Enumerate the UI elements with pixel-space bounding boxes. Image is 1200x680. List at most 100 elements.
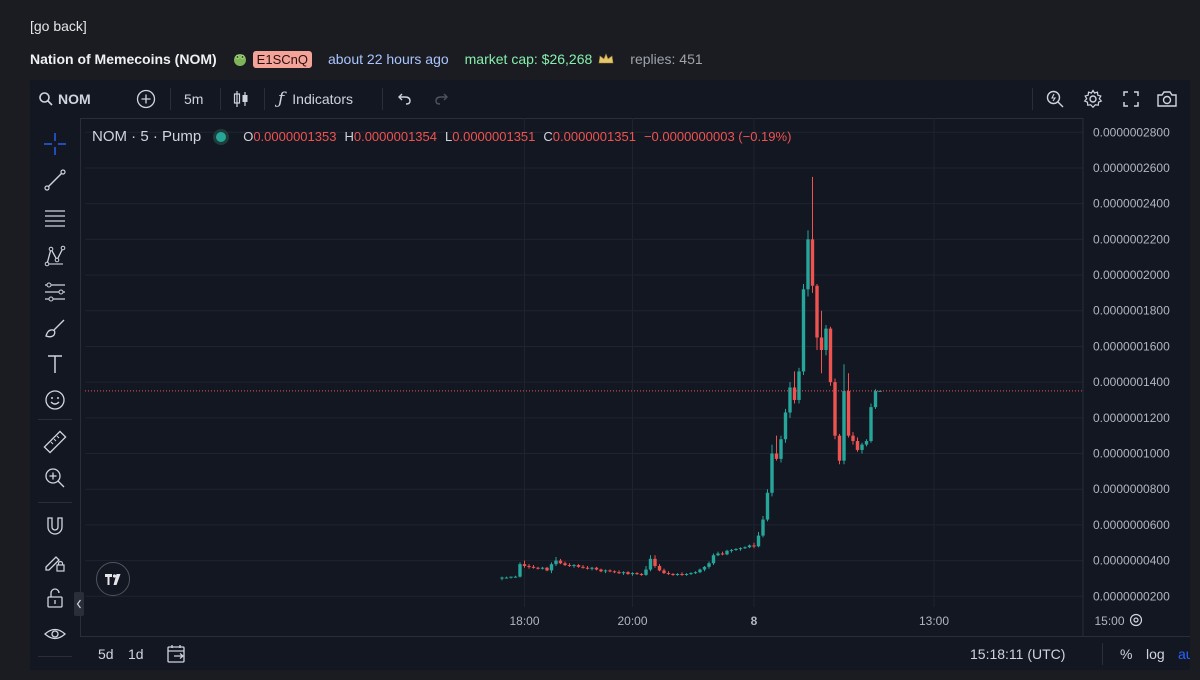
toolbar-divider xyxy=(1032,88,1033,110)
crown-icon xyxy=(598,53,614,64)
candle xyxy=(770,444,774,497)
candle-body xyxy=(554,560,558,565)
emoji-icon[interactable] xyxy=(43,388,67,412)
candle xyxy=(693,571,698,574)
candle xyxy=(824,325,828,356)
candle-body xyxy=(585,567,590,569)
forecast-icon[interactable] xyxy=(43,280,67,304)
magnet-icon[interactable] xyxy=(43,514,67,538)
sidebar-collapse-button[interactable] xyxy=(74,592,84,616)
x-tick-label: 18:00 xyxy=(509,614,539,628)
candle-body xyxy=(810,239,815,286)
candle xyxy=(765,489,770,522)
candle-body xyxy=(792,387,797,400)
indicators-button[interactable]: ƒ Indicators xyxy=(278,80,353,118)
candle xyxy=(527,564,531,569)
quick-search-button[interactable] xyxy=(1045,80,1065,118)
tradingview-logo[interactable] xyxy=(96,562,130,596)
chart-type-button[interactable] xyxy=(232,80,250,118)
candle xyxy=(567,563,572,567)
candle-body xyxy=(527,565,531,567)
y-tick-label: 0.0000001800 xyxy=(1093,304,1170,318)
scale-settings-icon[interactable] xyxy=(1129,613,1143,627)
candle xyxy=(783,408,788,443)
y-axis-panel[interactable] xyxy=(1083,118,1190,636)
candle xyxy=(725,549,729,556)
candle-body xyxy=(540,567,545,569)
fullscreen-icon xyxy=(1123,91,1139,107)
horizontal-lines-icon[interactable] xyxy=(43,206,67,230)
candle-body xyxy=(639,573,644,575)
camera-icon xyxy=(1157,91,1177,107)
legend-low-label: L xyxy=(445,129,453,144)
eye-icon[interactable] xyxy=(43,622,67,646)
lock-drawing-icon[interactable] xyxy=(43,550,67,574)
candle-body xyxy=(680,573,684,575)
candle-body xyxy=(752,545,756,547)
crosshair-icon[interactable] xyxy=(43,132,67,156)
candle-body xyxy=(599,569,603,572)
sidebar-divider xyxy=(38,656,72,657)
utc-clock[interactable]: 15:18:11 (UTC) xyxy=(970,646,1066,662)
candle xyxy=(513,575,518,578)
auto-toggle[interactable]: auto xyxy=(1178,646,1190,662)
date-range-button[interactable] xyxy=(166,637,188,670)
candle xyxy=(684,573,689,576)
unlock-icon[interactable] xyxy=(43,586,67,610)
candle xyxy=(702,565,707,572)
range-1d-button[interactable]: 1d xyxy=(128,646,144,662)
candle xyxy=(698,568,702,574)
y-tick-label: 0.0000000800 xyxy=(1093,482,1170,496)
candle xyxy=(608,569,612,573)
candle xyxy=(662,568,666,574)
candle xyxy=(842,364,846,465)
candle xyxy=(792,371,797,404)
candle-body xyxy=(797,371,801,400)
indicators-label: Indicators xyxy=(292,91,353,107)
y-tick-label: 0.0000002400 xyxy=(1093,197,1170,211)
fullscreen-button[interactable] xyxy=(1122,80,1140,118)
candle-body xyxy=(702,566,707,570)
trend-line-icon[interactable] xyxy=(43,168,67,192)
x-tick-label: 8 xyxy=(751,614,758,628)
candle-body xyxy=(621,572,626,574)
candle-body xyxy=(779,439,783,459)
compare-button[interactable] xyxy=(136,80,156,118)
chart-toolbar: NOM 5m ƒ Indicators xyxy=(30,80,1190,119)
zoom-in-icon[interactable] xyxy=(43,466,67,490)
candle-body xyxy=(707,563,711,567)
undo-button[interactable] xyxy=(396,80,414,118)
legend-low: 0.0000001351 xyxy=(452,129,536,144)
redo-button[interactable] xyxy=(432,80,450,118)
screenshot-button[interactable] xyxy=(1156,80,1178,118)
candle-body xyxy=(860,444,864,450)
interval-button[interactable]: 5m xyxy=(184,91,204,107)
pattern-icon[interactable] xyxy=(43,244,67,268)
creator-badge[interactable]: E1SCnQ xyxy=(252,50,312,68)
candle xyxy=(837,433,842,465)
candle xyxy=(603,569,608,574)
text-icon[interactable] xyxy=(43,352,67,376)
settings-button[interactable] xyxy=(1083,80,1103,118)
candle xyxy=(563,561,567,566)
candle-body xyxy=(653,558,657,566)
frog-avatar-icon xyxy=(233,54,246,66)
ruler-icon[interactable] xyxy=(43,430,67,454)
go-back-link[interactable]: [go back] xyxy=(30,18,87,34)
drawing-toolbar xyxy=(30,118,81,670)
candle xyxy=(545,566,549,572)
x-tick-label: 13:00 xyxy=(919,614,949,628)
toolbar-divider xyxy=(220,88,221,110)
symbol-search-button[interactable]: NOM xyxy=(38,80,91,118)
sidebar-divider xyxy=(38,502,72,503)
coin-name: Nation of Memecoins (NOM) xyxy=(30,51,217,67)
candle-body xyxy=(518,564,522,577)
candle-body xyxy=(774,453,779,459)
percent-toggle[interactable]: % xyxy=(1120,646,1133,662)
candle xyxy=(540,566,545,570)
candle xyxy=(666,571,671,575)
log-toggle[interactable]: log xyxy=(1146,646,1165,662)
candle xyxy=(639,573,644,576)
range-5d-button[interactable]: 5d xyxy=(98,646,114,662)
brush-icon[interactable] xyxy=(43,316,67,340)
